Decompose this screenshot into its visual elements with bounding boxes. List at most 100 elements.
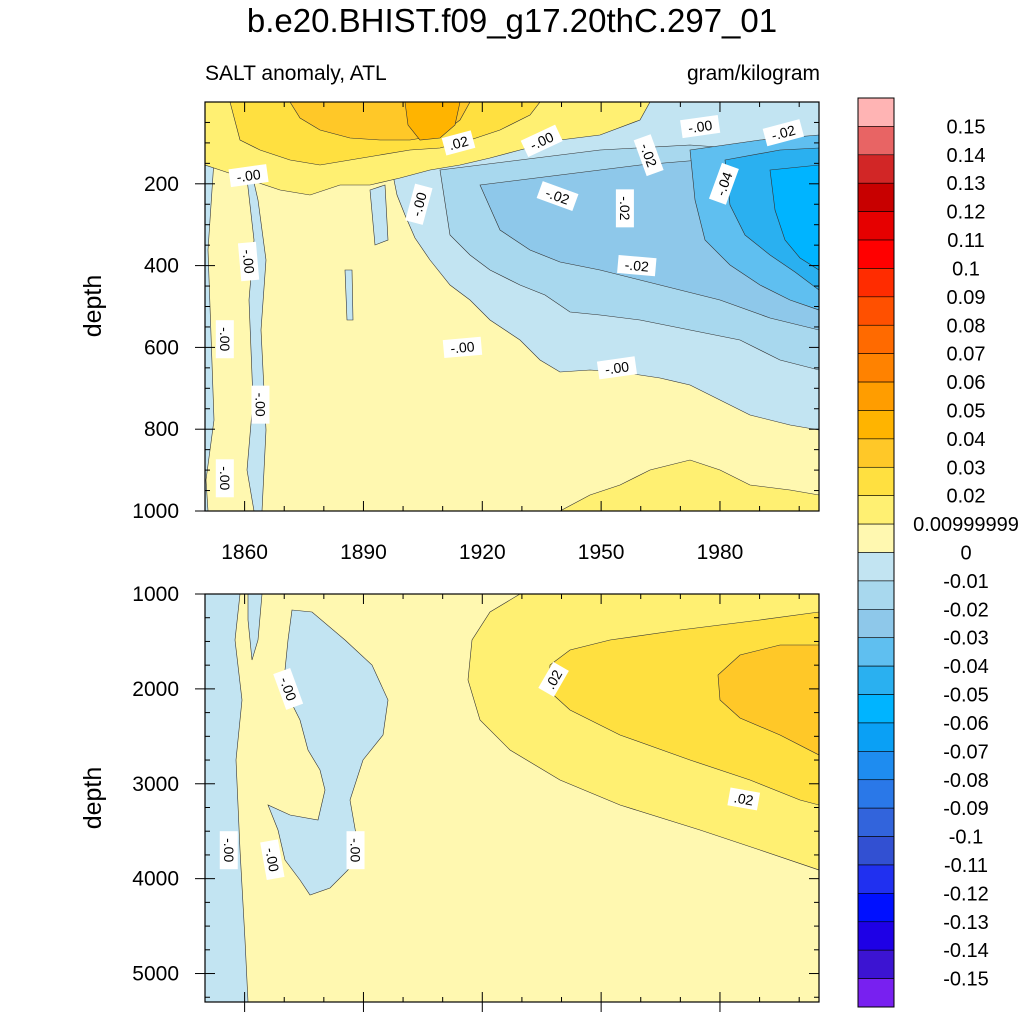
- colorbar-label: -0.15: [943, 969, 989, 991]
- colorbar-swatch: [857, 552, 895, 582]
- colorbar-swatch: [857, 864, 895, 894]
- colorbar-swatch: [857, 381, 895, 411]
- svg-text:-.00: -.00: [687, 117, 713, 136]
- colorbar-swatch: [857, 154, 895, 184]
- svg-text:.02: .02: [447, 133, 470, 154]
- colorbar-label: -0.05: [943, 685, 989, 707]
- colorbar-swatch: [857, 921, 895, 951]
- upper-panel-fill: [205, 102, 819, 511]
- colorbar-label: -0.08: [943, 770, 989, 792]
- colorbar-swatch: [857, 893, 895, 923]
- x-tick-label: 1980: [697, 541, 744, 564]
- contour-label: -.00: [215, 320, 234, 359]
- y-tick-label: 600: [144, 336, 179, 359]
- colorbar-label: 0.04: [947, 429, 986, 451]
- contour-label: .02: [441, 130, 476, 156]
- variable-label: SALT anomaly, ATL: [205, 62, 387, 85]
- colorbar-label: 0.08: [947, 315, 986, 337]
- colorbar-swatch: [857, 637, 895, 667]
- colorbar-label: -0.09: [943, 798, 989, 820]
- colorbar-swatch: [857, 722, 895, 752]
- colorbar-swatch: [857, 949, 895, 979]
- colorbar-swatch: [857, 97, 895, 127]
- y-tick-label: 400: [144, 255, 179, 278]
- colorbar-swatch: [857, 751, 895, 781]
- contour-label: -.00: [215, 459, 234, 498]
- colorbar-label: -0.02: [943, 599, 989, 621]
- colorbar-swatch: [857, 978, 895, 1008]
- svg-text:-.00: -.00: [221, 838, 237, 862]
- svg-text:-.00: -.00: [348, 838, 364, 862]
- svg-text:-.00: -.00: [277, 675, 300, 703]
- contour-label: -.00: [273, 667, 304, 710]
- colorbar-label: 0.11: [947, 230, 984, 252]
- colorbar-swatch: [857, 609, 895, 639]
- svg-text:-.00: -.00: [450, 338, 476, 356]
- colorbar-swatch: [857, 410, 895, 440]
- colorbar-label: 0.03: [947, 457, 986, 479]
- contour-label: -.02: [762, 119, 805, 147]
- colorbar-swatch: [857, 466, 895, 496]
- colorbar-swatch: [857, 239, 895, 269]
- y-tick-label: 5000: [132, 963, 179, 986]
- svg-text:-.00: -.00: [252, 393, 268, 417]
- colorbar-swatch: [857, 580, 895, 610]
- colorbar-swatch: [857, 182, 895, 212]
- contour-label: -.00: [260, 839, 285, 880]
- contour-label: .02: [727, 787, 761, 811]
- y-tick-label: 1000: [132, 500, 179, 523]
- colorbar-label: 0.09: [947, 287, 986, 309]
- lower-y-axis-title: depth: [79, 767, 107, 830]
- x-tick-label: 1950: [578, 541, 625, 564]
- colorbar-label: 0.15: [947, 116, 986, 138]
- svg-text:.02: .02: [733, 789, 755, 808]
- colorbar-label: 0.12: [947, 202, 986, 224]
- contour-label: -.00: [251, 385, 270, 424]
- colorbar-swatch: [857, 268, 895, 298]
- y-tick-label: 1000: [132, 583, 179, 606]
- units-label: gram/kilogram: [686, 62, 820, 85]
- colorbar-swatch: [857, 495, 895, 525]
- svg-text:-.00: -.00: [217, 327, 233, 351]
- colorbar-label: 0.00999999: [913, 514, 1019, 536]
- lower-panel-fill: [205, 594, 819, 1002]
- colorbar-swatch: [857, 353, 895, 383]
- contour-label: -.04: [708, 162, 739, 205]
- upper-axis-ticks: 1860 1890 1920 1950 1980 200 400 600 800 1000: [132, 101, 819, 564]
- colorbar-label: -0.13: [943, 912, 989, 934]
- svg-text:-.02: -.02: [770, 122, 798, 144]
- colorbar-label: 0.14: [947, 145, 986, 167]
- contour-label: -.02: [536, 181, 579, 212]
- colorbar-swatch: [857, 438, 895, 468]
- colorbar-swatch: [857, 324, 895, 354]
- svg-text:-.02: -.02: [617, 196, 633, 220]
- contour-label: -.02: [617, 254, 657, 277]
- lower-axis-ticks: 1000 2000 3000 4000 5000: [132, 583, 819, 1012]
- upper-contour-labels: -.00 .02 -.00 -.02 -.00 -.02 -.00 -.02 -.02 -.04 -…: [215, 114, 805, 498]
- contour-label: -.00: [219, 831, 238, 870]
- contour-label: -.00: [228, 164, 269, 188]
- colorbar-label: -0.03: [943, 628, 989, 650]
- svg-text:-.00: -.00: [408, 190, 430, 218]
- colorbar-swatch: [857, 836, 895, 866]
- colorbar-label: -0.1: [949, 827, 983, 849]
- colorbar-swatch: [857, 126, 895, 156]
- colorbar-label: -0.14: [943, 940, 989, 962]
- x-tick-label: 1890: [340, 541, 387, 564]
- colorbar-swatch: [857, 694, 895, 724]
- contour-label: -.00: [680, 114, 721, 139]
- x-tick-label: 1860: [221, 541, 268, 564]
- contour-label: -.00: [237, 241, 260, 282]
- svg-text:-.00: -.00: [217, 466, 233, 490]
- colorbar-swatch: [857, 523, 895, 553]
- colorbar-swatch: [857, 665, 895, 695]
- colorbar-label: -0.06: [943, 713, 989, 735]
- contour-label: -.00: [405, 183, 433, 225]
- x-tick-label: 1920: [459, 541, 506, 564]
- upper-y-axis-title: depth: [79, 275, 107, 338]
- y-tick-label: 4000: [132, 868, 179, 891]
- svg-text:-.00: -.00: [604, 358, 630, 377]
- svg-text:-.02: -.02: [637, 141, 660, 169]
- contour-label: -.02: [615, 189, 634, 228]
